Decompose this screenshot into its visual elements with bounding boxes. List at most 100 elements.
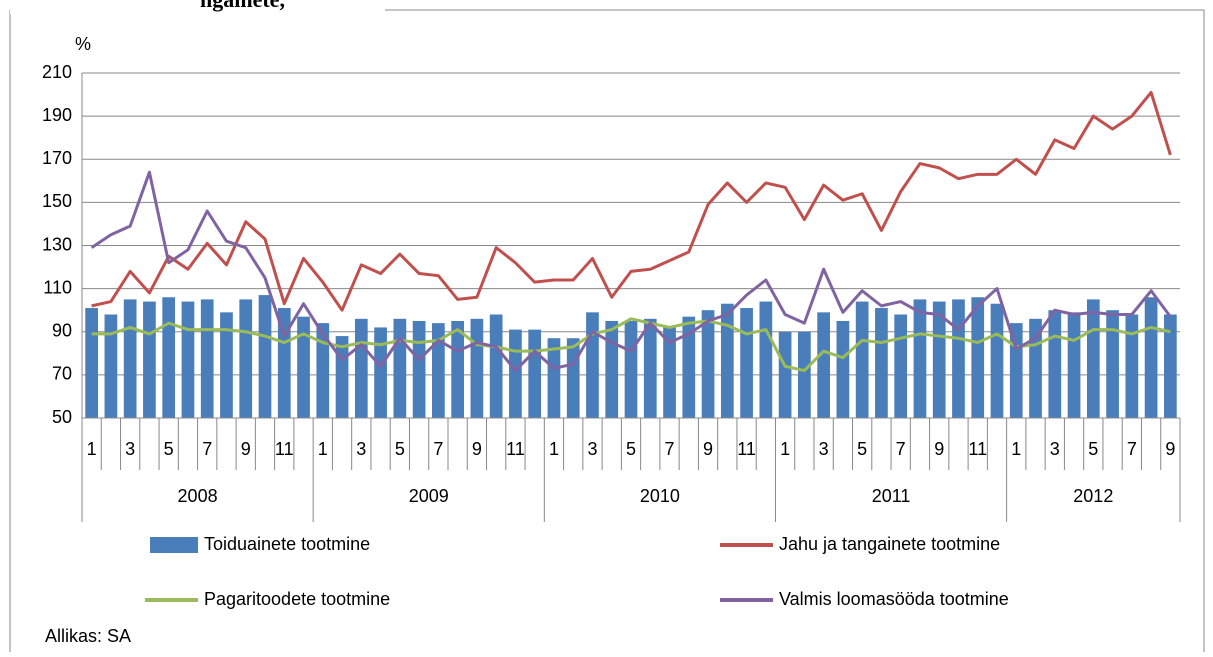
bar — [1048, 310, 1062, 418]
x-tick-label: 5 — [626, 439, 636, 459]
x-tick-label: 3 — [587, 439, 597, 459]
bar — [932, 301, 946, 418]
bar — [1164, 314, 1177, 418]
legend-swatch — [150, 537, 198, 553]
x-tick-label: 9 — [1165, 439, 1175, 459]
bar — [663, 327, 676, 418]
bar — [451, 320, 464, 418]
bar — [643, 318, 657, 418]
x-tick-label: 5 — [1088, 439, 1098, 459]
x-tick-label: 1 — [1011, 439, 1021, 459]
bar — [701, 310, 715, 418]
x-tick-label: 1 — [87, 439, 97, 459]
legend-label: Jahu ja tangainete tootmine — [779, 534, 1000, 554]
bar — [566, 338, 580, 418]
bar — [990, 303, 1004, 418]
y-tick-label: 210 — [42, 62, 72, 82]
bar — [239, 299, 253, 418]
x-tick-label: 7 — [1127, 439, 1137, 459]
bar — [489, 314, 503, 418]
bar — [1086, 299, 1100, 418]
x-tick-label: 3 — [1050, 439, 1060, 459]
bar — [798, 331, 811, 418]
bar — [875, 308, 888, 418]
bar — [586, 312, 599, 418]
year-label: 2009 — [409, 486, 449, 506]
bar — [624, 320, 638, 418]
bar — [104, 314, 118, 418]
bar — [85, 308, 98, 418]
x-tick-label: 11 — [506, 439, 525, 459]
bar — [412, 320, 426, 418]
bar — [605, 320, 619, 418]
bar — [971, 297, 985, 418]
x-tick-label: 1 — [549, 439, 559, 459]
x-tick-label: 9 — [472, 439, 482, 459]
y-tick-label: 130 — [42, 234, 72, 254]
year-label: 2010 — [640, 486, 680, 506]
bar — [1106, 310, 1119, 418]
bar — [759, 301, 773, 418]
legend-label: Toiduainete tootmine — [204, 534, 370, 554]
bar — [778, 331, 792, 418]
line — [90, 170, 1172, 373]
x-tick-label: 3 — [356, 439, 366, 459]
bar — [817, 312, 830, 418]
x-tick-label: 5 — [395, 439, 405, 459]
bar — [1067, 312, 1081, 418]
bar — [470, 318, 484, 418]
y-tick-label: 50 — [52, 407, 72, 427]
x-tick-label: 7 — [202, 439, 212, 459]
x-tick-label: 7 — [665, 439, 675, 459]
bar — [740, 308, 753, 418]
y-tick-label: 150 — [42, 191, 72, 211]
x-tick-label: 5 — [857, 439, 867, 459]
bar — [855, 301, 869, 418]
bar — [277, 308, 291, 418]
bar — [528, 329, 542, 418]
bar — [374, 327, 387, 418]
bar — [393, 318, 407, 418]
y-tick-label: 110 — [43, 277, 72, 297]
bar — [162, 297, 176, 418]
bar — [200, 299, 214, 418]
bar — [682, 316, 696, 418]
x-tick-label: 1 — [318, 439, 328, 459]
bar — [123, 299, 137, 418]
x-tick-label: 9 — [934, 439, 944, 459]
title-mask — [10, 0, 385, 14]
y-tick-label: 190 — [42, 105, 72, 125]
bar — [316, 323, 330, 418]
bar — [258, 295, 272, 418]
legend-label: Valmis loomasööda tootmine — [779, 589, 1009, 609]
line — [91, 90, 1172, 312]
bar — [181, 301, 195, 418]
x-tick-label: 11 — [968, 439, 987, 459]
bar — [143, 301, 156, 418]
x-tick-label: 3 — [819, 439, 829, 459]
y-tick-label: 170 — [42, 148, 72, 168]
bar — [952, 299, 965, 418]
x-tick-label: 11 — [737, 439, 756, 459]
bar — [913, 299, 927, 418]
year-label: 2011 — [872, 486, 911, 506]
bar — [354, 318, 368, 418]
chart-frame — [9, 9, 1205, 657]
bar — [335, 336, 349, 418]
x-tick-label: 7 — [433, 439, 443, 459]
x-tick-label: 9 — [703, 439, 713, 459]
year-label: 2008 — [178, 486, 218, 506]
bar — [509, 329, 522, 418]
bar — [1125, 314, 1139, 418]
bar — [836, 320, 850, 418]
bar — [894, 314, 908, 418]
bar — [432, 323, 445, 418]
x-tick-label: 9 — [241, 439, 251, 459]
line — [91, 317, 1171, 373]
year-label: 2012 — [1073, 486, 1113, 506]
x-tick-label: 3 — [125, 439, 135, 459]
source: Allikas: SA — [45, 626, 131, 646]
x-tick-label: 11 — [275, 439, 294, 459]
y-tick-label: 70 — [52, 364, 72, 384]
